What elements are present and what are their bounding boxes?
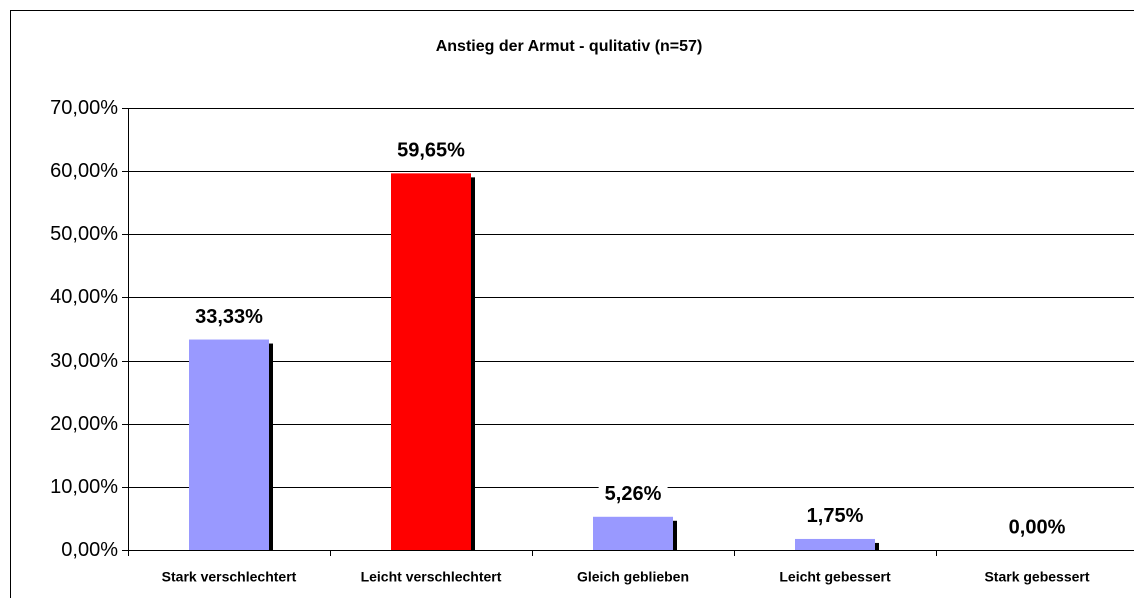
bar — [189, 339, 269, 550]
chart-border — [10, 10, 1134, 598]
bar — [795, 538, 875, 550]
value-label: 33,33% — [195, 306, 263, 328]
value-label: 5,26% — [605, 483, 662, 505]
label-bg — [189, 301, 270, 332]
bar — [593, 516, 673, 550]
x-tick-label: Stark gebessert — [984, 569, 1089, 585]
value-label: 1,75% — [807, 505, 864, 527]
x-tick-label: Leicht verschlechtert — [361, 569, 502, 585]
y-tick-label: 20,00% — [50, 413, 118, 435]
y-tick-label: 40,00% — [50, 286, 118, 308]
value-label: 59,65% — [397, 140, 465, 162]
y-tick-label: 10,00% — [50, 476, 118, 498]
y-tick-label: 60,00% — [50, 160, 118, 182]
label-bg — [598, 479, 668, 510]
bar — [391, 173, 471, 551]
y-tick-label: 50,00% — [50, 223, 118, 245]
y-tick-label: 30,00% — [50, 350, 118, 372]
chart-title: Anstieg der Armut - qulitativ (n=57) — [436, 38, 703, 55]
value-label: 0,00% — [1009, 516, 1066, 538]
x-tick-label: Gleich geblieben — [577, 569, 689, 585]
y-tick-label: 0,00% — [61, 539, 118, 561]
label-bg — [391, 135, 472, 166]
label-bg — [800, 501, 870, 532]
label-bg — [1002, 512, 1072, 543]
y-tick-label: 70,00% — [50, 97, 118, 119]
x-tick-label: Leicht gebessert — [779, 569, 891, 585]
x-tick-label: Stark verschlechtert — [162, 569, 297, 585]
